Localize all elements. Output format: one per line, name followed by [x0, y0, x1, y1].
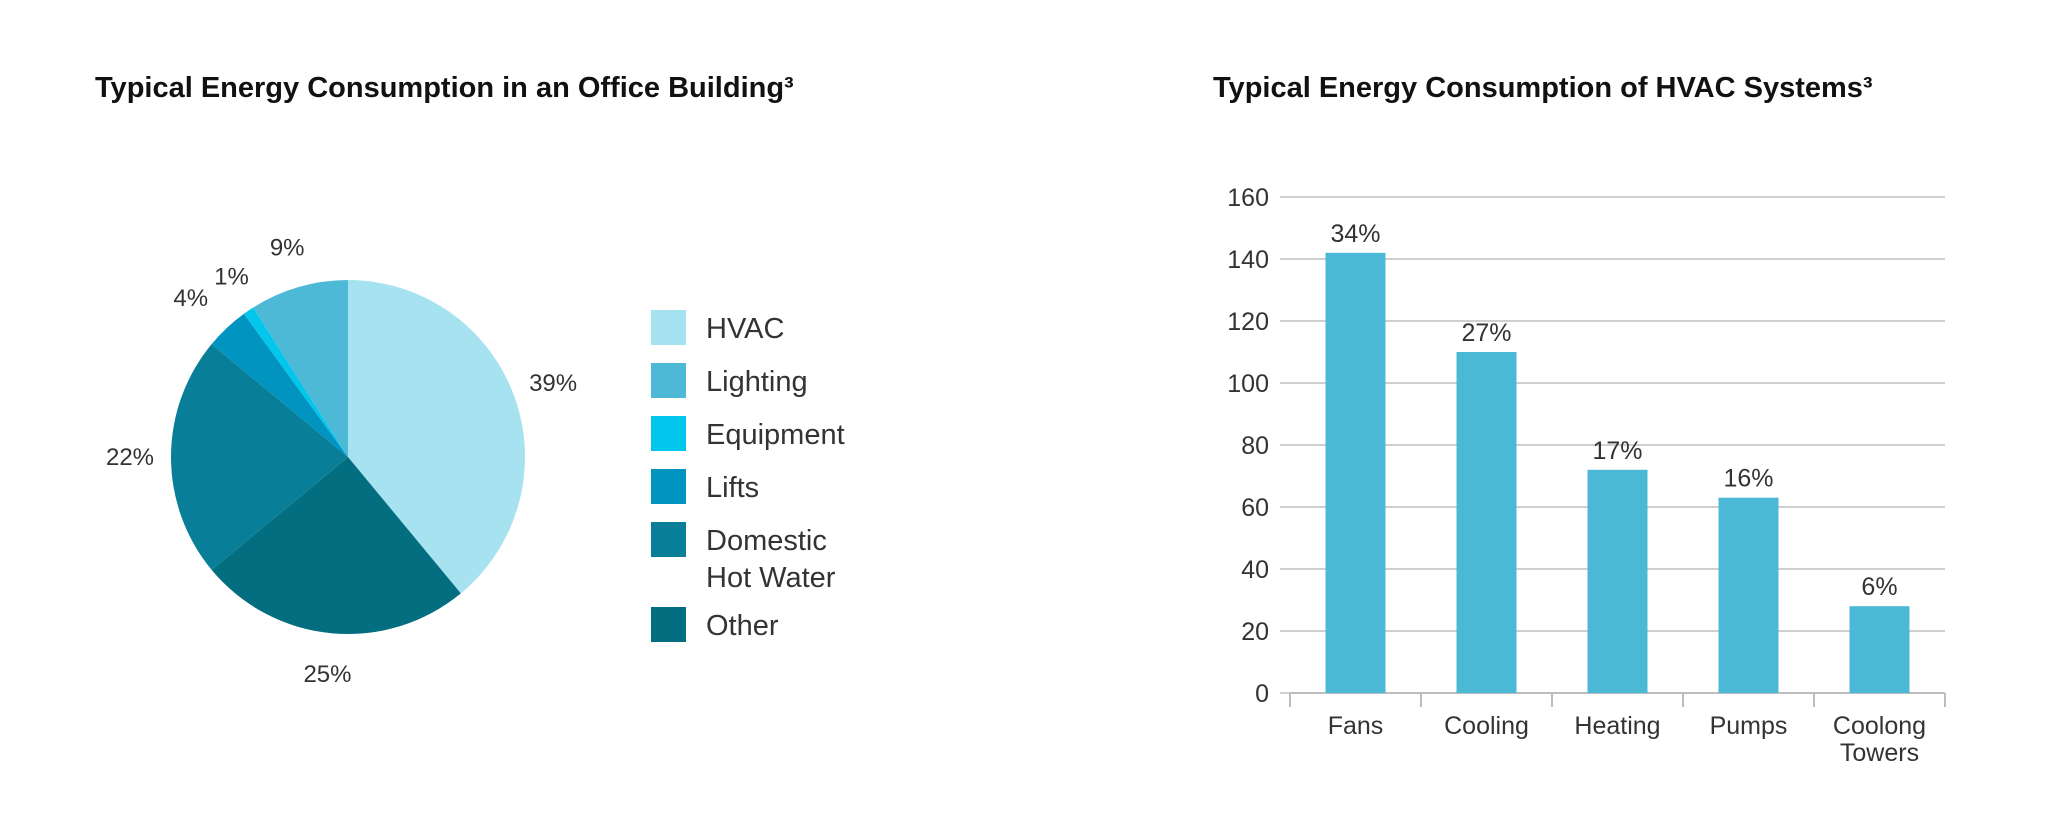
legend-label: Equipment: [706, 419, 845, 451]
pie-slice-equipment: [243, 307, 348, 457]
legend-label: HVAC: [706, 313, 784, 345]
legend-label: Lighting: [706, 366, 808, 398]
bar-data-label: 27%: [1461, 319, 1511, 347]
y-tick-label: 60: [1241, 494, 1269, 522]
pie-slice-label: 22%: [106, 444, 154, 471]
pie-slice-label: 4%: [173, 285, 208, 312]
bar: [1456, 352, 1517, 693]
y-tick-label: 80: [1241, 432, 1269, 460]
bar-chart-title: Typical Energy Consumption of HVAC Syste…: [1213, 72, 1873, 104]
x-tick-label: Heating: [1574, 712, 1660, 740]
y-tick-label: 160: [1227, 184, 1269, 212]
y-tick-label: 20: [1241, 618, 1269, 646]
y-tick-label: 40: [1241, 556, 1269, 584]
pie-slice-lifts: [211, 313, 348, 457]
bar: [1325, 252, 1386, 694]
pie-chart-title: Typical Energy Consumption in an Office …: [95, 72, 794, 104]
pie-slice-lighting: [253, 280, 348, 457]
pie-slice-domestic-hot-water: [170, 344, 348, 570]
y-tick-label: 0: [1255, 680, 1269, 708]
legend-label: Hot Water: [706, 562, 836, 594]
x-tick-label: Towers: [1840, 739, 1919, 767]
pie-slice-label: 9%: [270, 235, 305, 262]
y-tick-label: 100: [1227, 370, 1269, 398]
pie-slice-label: 39%: [529, 370, 577, 397]
legend-swatch: [651, 522, 686, 557]
bar-data-label: 16%: [1723, 465, 1773, 493]
legend-label: Other: [706, 610, 779, 642]
legend-label: Domestic: [706, 525, 827, 557]
pie-slice-other: [211, 457, 461, 634]
pie-slice-hvac: [348, 280, 525, 594]
bar-data-label: 17%: [1592, 437, 1642, 465]
x-tick-label: Cooling: [1444, 712, 1529, 740]
x-tick-label: Pumps: [1710, 712, 1788, 740]
x-tick-label: Coolong: [1833, 712, 1926, 740]
legend-swatch: [651, 363, 686, 398]
bar: [1587, 469, 1648, 693]
pie-chart: 39% 25% 22% 4%1% 9% HVAC Lighting Equipment Lift…: [106, 235, 845, 688]
legend-swatch: [651, 469, 686, 504]
legend-swatch: [651, 310, 686, 345]
legend-label: Lifts: [706, 472, 759, 504]
bar: [1718, 497, 1779, 693]
bar: [1849, 606, 1910, 693]
pie-slice-label: 25%: [303, 661, 351, 688]
legend-swatch: [651, 607, 686, 642]
pie-slice-label: 1%: [214, 264, 249, 291]
bar-data-label: 34%: [1330, 220, 1380, 248]
x-tick-label: Fans: [1328, 712, 1384, 740]
y-tick-label: 120: [1227, 308, 1269, 336]
legend-swatch: [651, 416, 686, 451]
y-tick-label: 140: [1227, 246, 1269, 274]
bar-data-label: 6%: [1861, 573, 1897, 601]
